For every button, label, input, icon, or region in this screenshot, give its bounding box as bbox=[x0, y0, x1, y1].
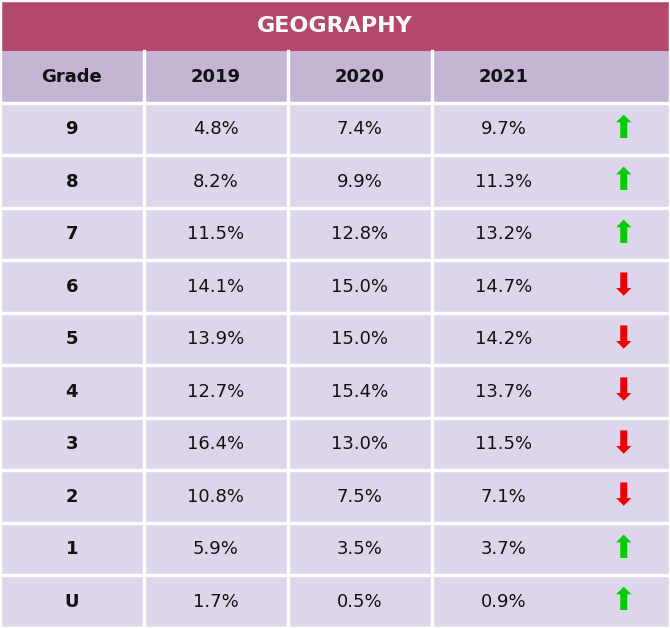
Text: 9.7%: 9.7% bbox=[481, 120, 527, 138]
Text: 2020: 2020 bbox=[335, 68, 385, 86]
Bar bbox=[0, 51, 670, 103]
Text: 11.3%: 11.3% bbox=[475, 173, 533, 191]
Text: 8.2%: 8.2% bbox=[193, 173, 239, 191]
Text: 15.4%: 15.4% bbox=[331, 382, 389, 401]
Text: 8: 8 bbox=[66, 173, 78, 191]
Text: ⬆: ⬆ bbox=[610, 535, 636, 564]
Text: 0.9%: 0.9% bbox=[481, 593, 527, 611]
Text: 2021: 2021 bbox=[479, 68, 529, 86]
Text: 14.1%: 14.1% bbox=[187, 278, 245, 296]
Bar bbox=[0, 575, 670, 628]
Text: 15.0%: 15.0% bbox=[331, 330, 389, 349]
Text: 13.0%: 13.0% bbox=[331, 435, 389, 453]
Text: 14.2%: 14.2% bbox=[475, 330, 533, 349]
Text: GEOGRAPHY: GEOGRAPHY bbox=[257, 16, 413, 36]
Text: ⬆: ⬆ bbox=[610, 167, 636, 196]
Bar bbox=[0, 418, 670, 470]
Text: 4.8%: 4.8% bbox=[193, 120, 239, 138]
Text: 15.0%: 15.0% bbox=[331, 278, 389, 296]
Text: 1.7%: 1.7% bbox=[193, 593, 239, 611]
Text: 6: 6 bbox=[66, 278, 78, 296]
Text: ⬆: ⬆ bbox=[610, 115, 636, 144]
Bar bbox=[0, 208, 670, 261]
Bar bbox=[0, 470, 670, 523]
Text: 1: 1 bbox=[66, 540, 78, 558]
Bar bbox=[0, 365, 670, 418]
Text: 7.4%: 7.4% bbox=[337, 120, 383, 138]
Text: 9.9%: 9.9% bbox=[337, 173, 383, 191]
Text: ⬇: ⬇ bbox=[610, 430, 636, 458]
Text: 5: 5 bbox=[66, 330, 78, 349]
Text: 3.7%: 3.7% bbox=[481, 540, 527, 558]
Bar bbox=[0, 103, 670, 156]
Text: ⬆: ⬆ bbox=[610, 587, 636, 616]
Text: ⬇: ⬇ bbox=[610, 377, 636, 406]
Text: ⬇: ⬇ bbox=[610, 482, 636, 511]
Text: 7.5%: 7.5% bbox=[337, 488, 383, 506]
Text: 0.5%: 0.5% bbox=[337, 593, 383, 611]
Text: 13.9%: 13.9% bbox=[187, 330, 245, 349]
Text: 12.8%: 12.8% bbox=[331, 225, 389, 243]
Text: 12.7%: 12.7% bbox=[187, 382, 245, 401]
Text: 10.8%: 10.8% bbox=[188, 488, 244, 506]
Bar bbox=[0, 261, 670, 313]
Text: 13.2%: 13.2% bbox=[475, 225, 533, 243]
Text: 7.1%: 7.1% bbox=[481, 488, 527, 506]
Bar bbox=[0, 0, 670, 51]
Text: 11.5%: 11.5% bbox=[187, 225, 245, 243]
Text: 3.5%: 3.5% bbox=[337, 540, 383, 558]
Text: 14.7%: 14.7% bbox=[475, 278, 533, 296]
Text: 2: 2 bbox=[66, 488, 78, 506]
Text: 9: 9 bbox=[66, 120, 78, 138]
Text: Grade: Grade bbox=[42, 68, 102, 86]
Text: 16.4%: 16.4% bbox=[187, 435, 245, 453]
Text: ⬆: ⬆ bbox=[610, 220, 636, 249]
Text: 7: 7 bbox=[66, 225, 78, 243]
Text: 11.5%: 11.5% bbox=[475, 435, 533, 453]
Text: 13.7%: 13.7% bbox=[475, 382, 533, 401]
Text: ⬇: ⬇ bbox=[610, 273, 636, 301]
Text: 2019: 2019 bbox=[191, 68, 241, 86]
Bar bbox=[0, 313, 670, 365]
Text: 3: 3 bbox=[66, 435, 78, 453]
Text: 4: 4 bbox=[66, 382, 78, 401]
Text: ⬇: ⬇ bbox=[610, 325, 636, 354]
Bar bbox=[0, 523, 670, 575]
Text: 5.9%: 5.9% bbox=[193, 540, 239, 558]
Bar bbox=[0, 156, 670, 208]
Text: U: U bbox=[64, 593, 79, 611]
